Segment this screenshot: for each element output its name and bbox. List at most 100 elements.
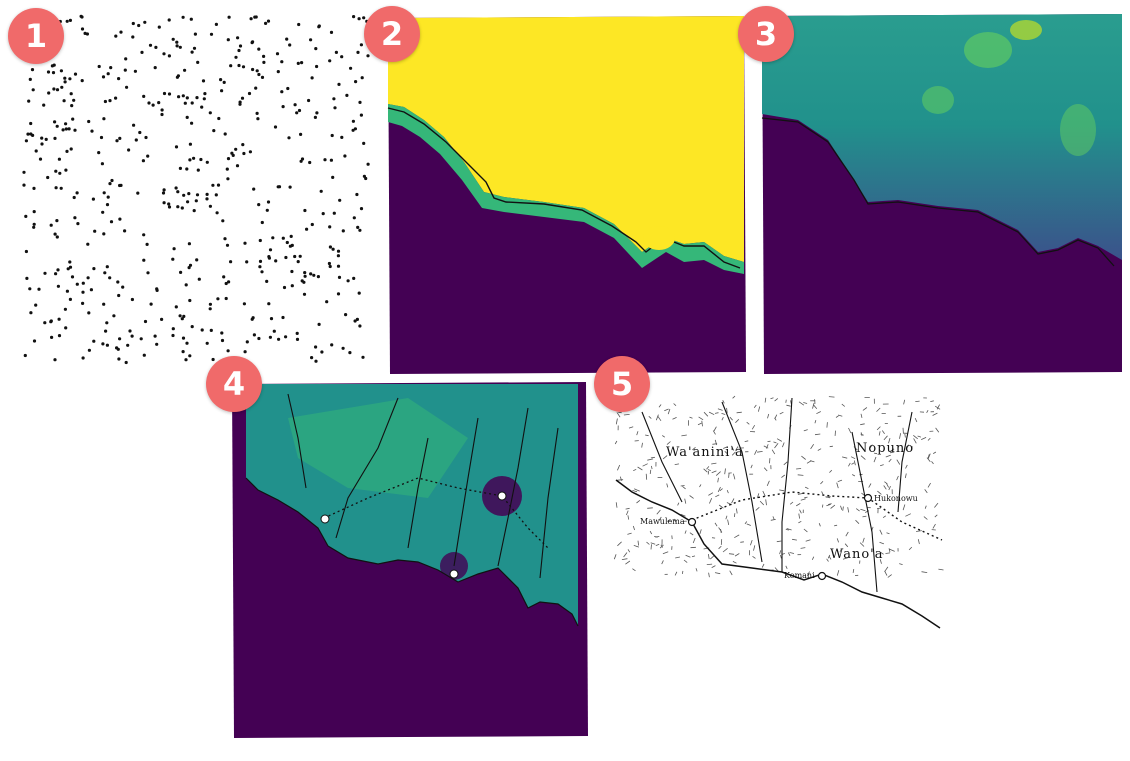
land-area [762, 14, 1122, 260]
hatch-mark [735, 446, 739, 451]
hatch-mark [651, 465, 653, 470]
hatch-mark [685, 554, 691, 558]
hatch-mark [792, 538, 797, 541]
hatch-mark [804, 486, 809, 489]
point [116, 280, 120, 284]
hatch-mark [717, 486, 721, 493]
hatch-mark [848, 462, 851, 467]
hatch-mark [771, 449, 776, 455]
point [338, 198, 342, 202]
hatch-mark [632, 525, 635, 531]
point [114, 96, 118, 100]
point [208, 302, 212, 306]
point [185, 96, 189, 100]
point [328, 245, 332, 249]
point [64, 326, 68, 330]
hatch-mark [726, 502, 733, 506]
point [241, 143, 245, 147]
hatch-mark [731, 451, 736, 456]
point [123, 229, 127, 233]
point [24, 139, 28, 143]
point [310, 222, 314, 227]
point [160, 112, 164, 117]
point [220, 89, 224, 93]
hatch-mark [899, 563, 903, 565]
point [360, 76, 364, 80]
hatch-mark [917, 539, 920, 545]
hatch-mark [828, 503, 832, 505]
hatch-mark [855, 519, 860, 524]
step-badge-5: 5 [594, 356, 650, 412]
point [40, 142, 44, 146]
hatch-mark [645, 434, 649, 437]
city-marker [449, 569, 459, 579]
point [72, 98, 76, 102]
point [184, 283, 188, 287]
point [69, 147, 73, 151]
point [254, 86, 258, 90]
hatch-mark [903, 399, 906, 405]
hatch-mark [732, 561, 737, 564]
point [260, 75, 265, 79]
hatch-mark [718, 545, 722, 550]
hatch-mark [726, 489, 729, 494]
point [28, 287, 32, 291]
point [80, 79, 84, 83]
point [255, 111, 259, 115]
hatch-mark [647, 458, 654, 461]
point [130, 334, 134, 338]
point [109, 220, 114, 224]
hatch-mark [879, 559, 882, 564]
point [187, 266, 191, 270]
hatch-mark [812, 402, 815, 409]
point [215, 211, 219, 215]
point [103, 271, 107, 275]
point [287, 136, 291, 140]
point [192, 156, 196, 160]
hatch-mark [656, 509, 661, 515]
point [257, 336, 261, 341]
point [63, 76, 67, 80]
hatch-mark [708, 411, 715, 416]
point [102, 191, 106, 195]
hatch-mark [887, 574, 892, 578]
point [328, 59, 332, 63]
hatch-mark [627, 549, 631, 553]
point [359, 207, 364, 211]
hatch-mark [813, 404, 818, 409]
point [257, 203, 261, 207]
river [897, 411, 913, 513]
point [276, 70, 280, 74]
hatch-mark [746, 421, 750, 425]
hatch-mark [924, 505, 927, 509]
point [208, 111, 212, 115]
point [176, 205, 180, 209]
point [290, 269, 294, 274]
hatch-mark [930, 400, 934, 402]
hatch-mark [731, 498, 735, 504]
point [353, 127, 357, 131]
hatch-mark [677, 502, 680, 506]
point [359, 113, 363, 117]
hatch-mark [926, 457, 931, 462]
point [81, 301, 85, 305]
point [137, 23, 141, 28]
point [340, 135, 344, 139]
point [54, 272, 58, 276]
point [195, 96, 199, 100]
hatch-mark [932, 523, 936, 529]
city-label-hukonowu: Hukonowu [874, 494, 918, 503]
point [23, 353, 27, 358]
point [201, 79, 206, 83]
point [356, 225, 360, 229]
point [227, 15, 231, 19]
point [267, 302, 271, 306]
hatch-mark [811, 556, 815, 560]
point [29, 311, 33, 315]
point [328, 225, 332, 229]
point [316, 275, 320, 279]
hatch-mark [681, 434, 687, 437]
point [214, 193, 218, 197]
point [44, 137, 48, 141]
step-badge-2: 2 [364, 6, 420, 62]
